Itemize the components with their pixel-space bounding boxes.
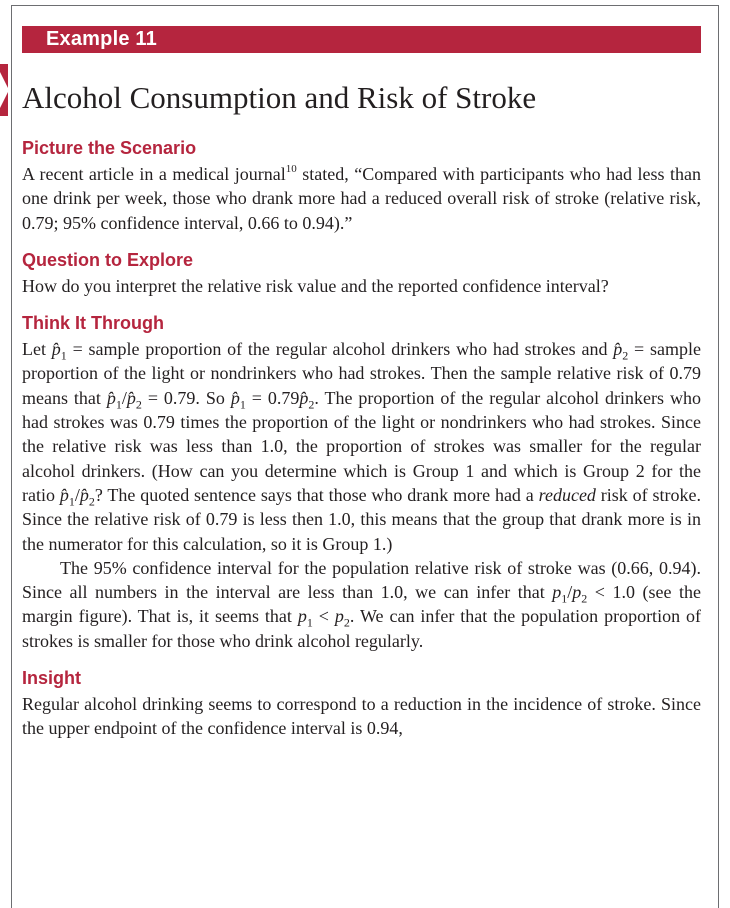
- example-banner: Example 11: [22, 26, 701, 53]
- scenario-paragraph: A recent article in a medical journal10 …: [22, 163, 702, 233]
- example-title: Alcohol Consumption and Risk of Stroke: [22, 80, 537, 115]
- question-paragraph: How do you interpret the relative risk v…: [22, 275, 609, 296]
- page-frame: [11, 5, 719, 908]
- footnote-marker: 10: [285, 163, 297, 175]
- section-heading-scenario: Picture the Scenario: [22, 138, 197, 158]
- example-banner-label: Example 11: [46, 28, 157, 50]
- think-paragraph-2: The 95% confidence interval for the popu…: [22, 557, 701, 651]
- section-heading-question: Question to Explore: [22, 249, 194, 270]
- section-heading-think: Think It Through: [22, 313, 164, 334]
- section-heading-insight: Insight: [22, 668, 81, 689]
- insight-paragraph: Regular alcohol drinking seems to corres…: [22, 694, 701, 739]
- chapter-edge-notch: [0, 72, 9, 108]
- think-paragraph-1: Let p̂1 = sample proportion of the regul…: [22, 339, 701, 554]
- example-content: Alcohol Consumption and Risk of Stroke P…: [22, 76, 701, 741]
